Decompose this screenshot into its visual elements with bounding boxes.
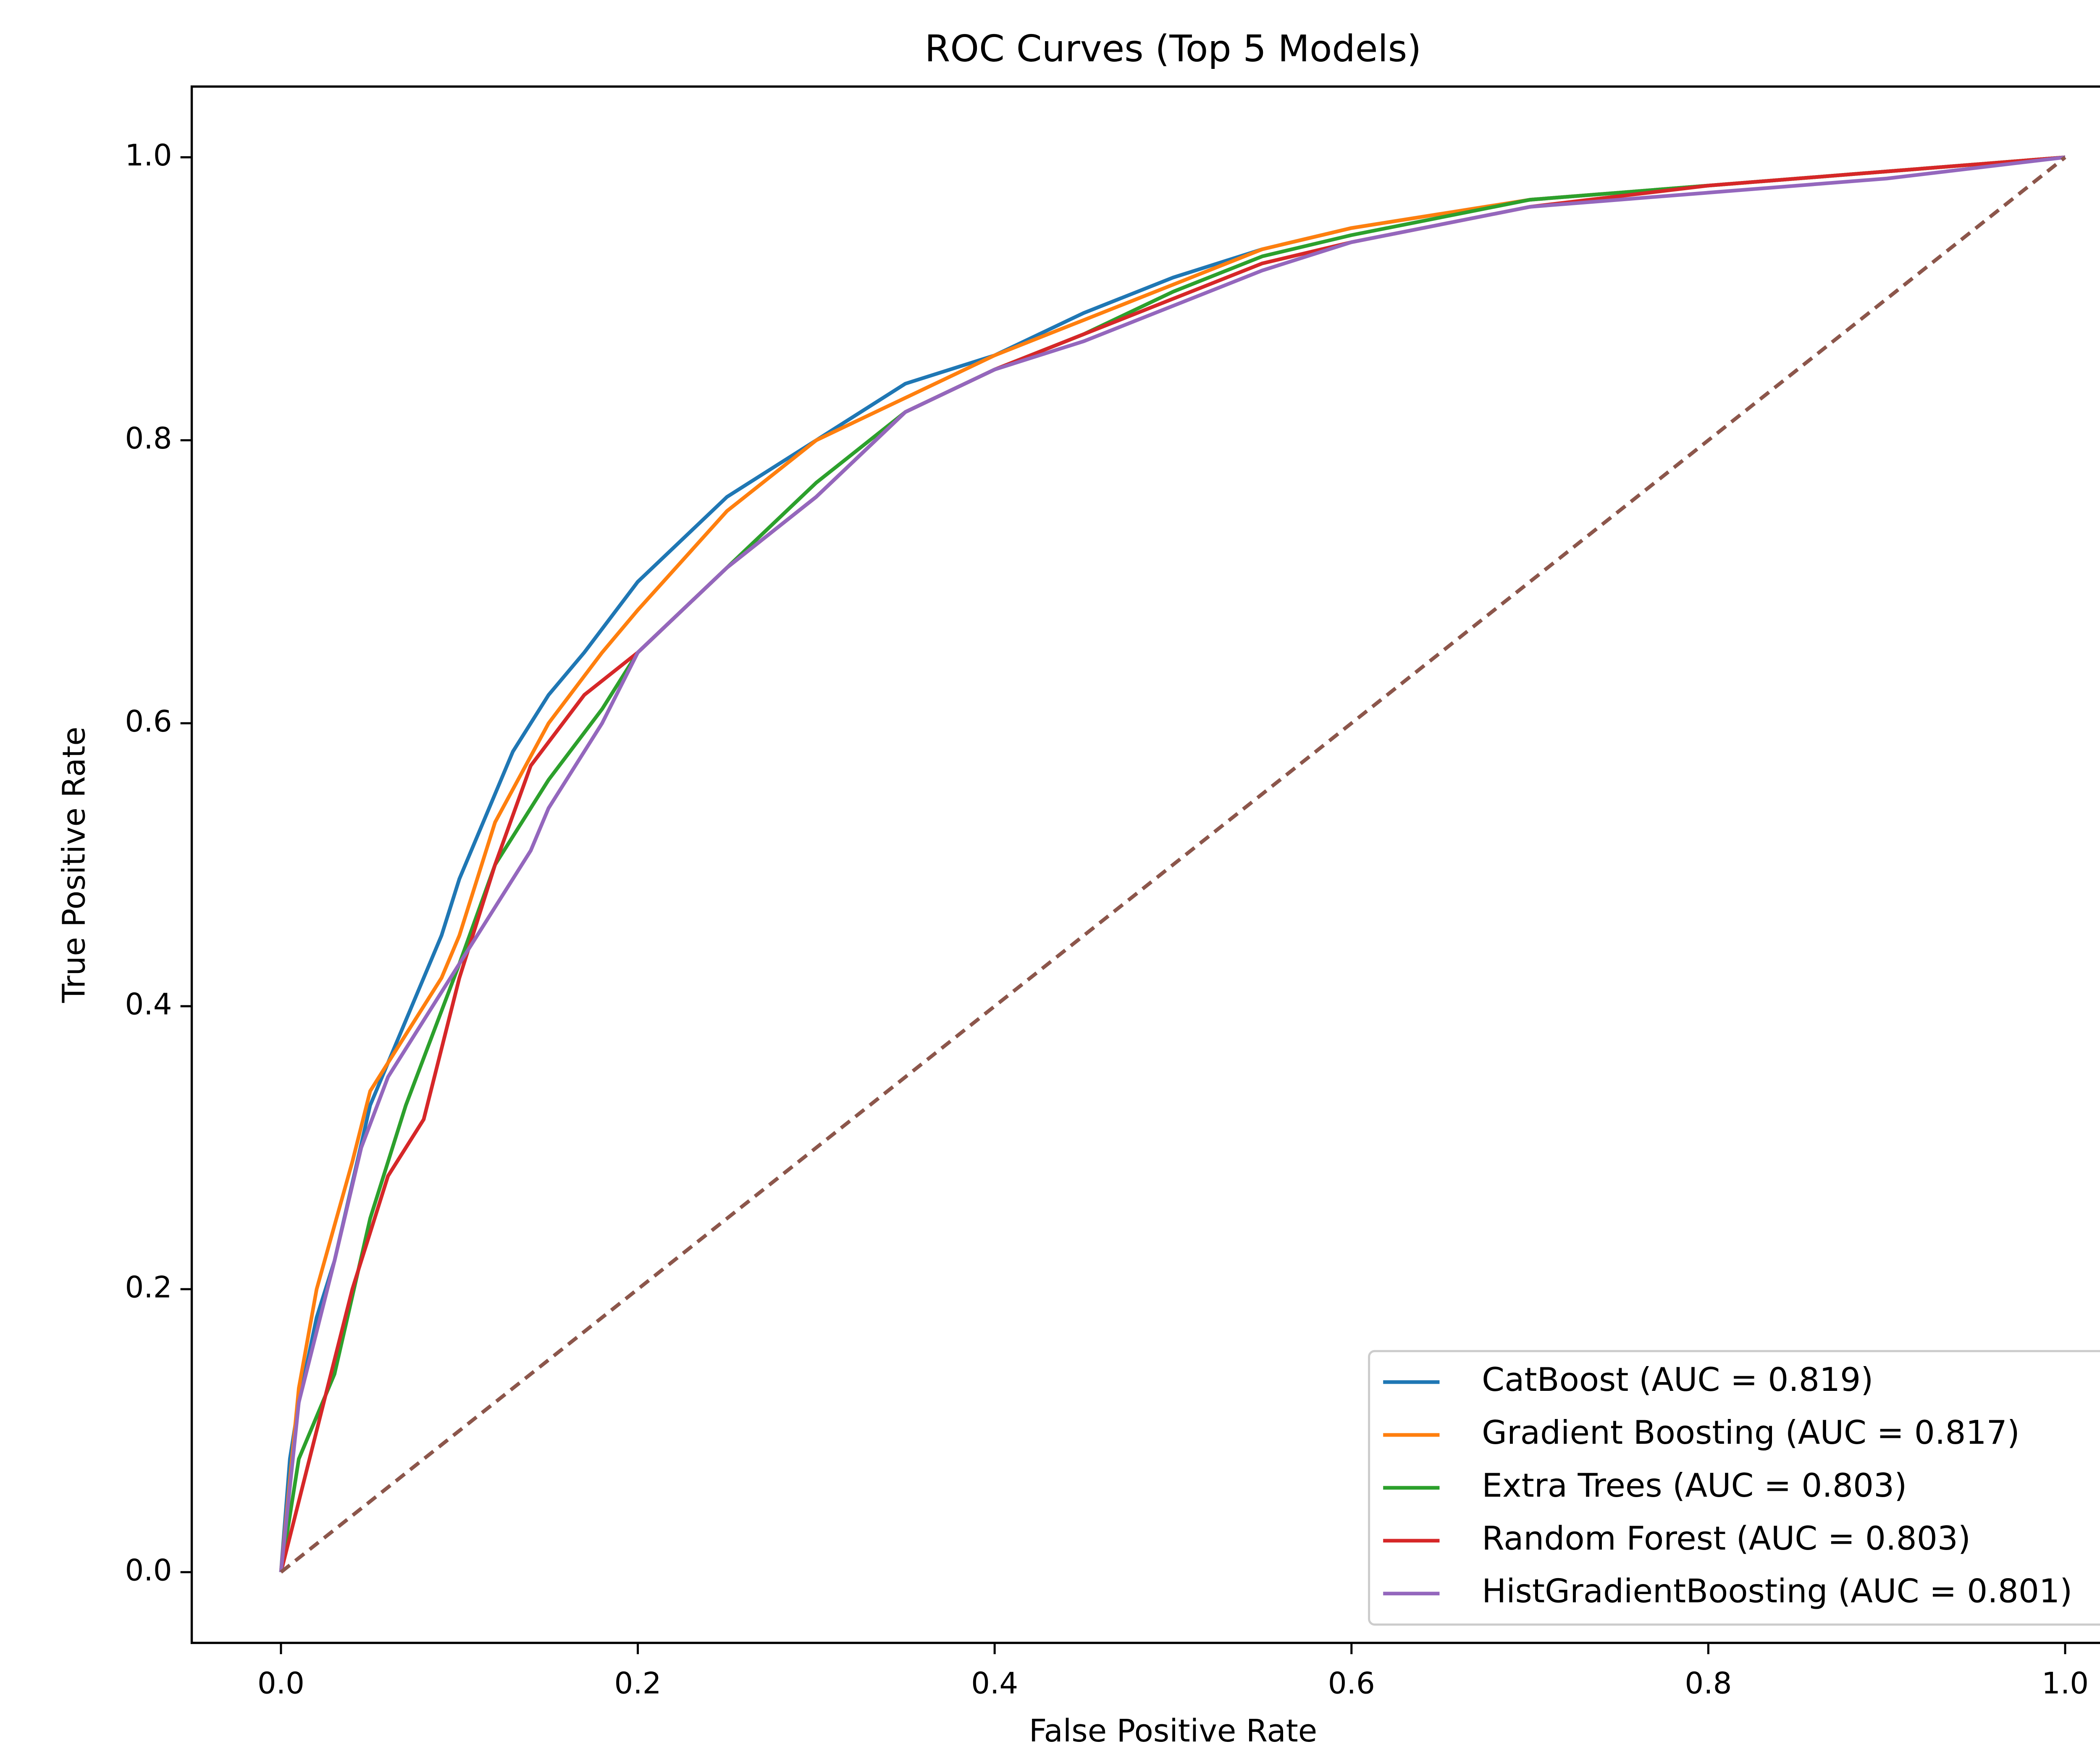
y-tick-label: 0.8	[125, 421, 172, 456]
roc-curve	[279, 155, 2066, 1573]
x-tick-label: 0.2	[614, 1666, 662, 1700]
reference-line	[280, 156, 2066, 1574]
y-tick-label: 0.6	[125, 704, 172, 739]
x-tick-label: 0.8	[1685, 1666, 1732, 1700]
y-tick-label: 0.0	[125, 1553, 172, 1587]
y-tick-label: 1.0	[125, 138, 172, 173]
legend-label: Extra Trees (AUC = 0.803)	[1482, 1467, 1907, 1505]
roc-curve	[279, 155, 2066, 1573]
x-tick-label: 0.0	[257, 1666, 304, 1700]
roc-curve	[279, 155, 2066, 1573]
y-axis-label: True Positive Rate	[56, 727, 92, 1003]
legend-label: Random Forest (AUC = 0.803)	[1482, 1520, 1971, 1558]
y-tick-label: 0.4	[125, 987, 172, 1022]
chart-title: ROC Curves (Top 5 Models)	[925, 27, 1421, 70]
legend-box	[1368, 1350, 2100, 1626]
legend-label: HistGradientBoosting (AUC = 0.801)	[1482, 1573, 2072, 1610]
x-tick-label: 0.6	[1328, 1666, 1375, 1700]
plot-frame	[190, 85, 2100, 1644]
y-tick-label: 0.2	[125, 1270, 172, 1304]
x-axis-label: False Positive Rate	[1029, 1713, 1317, 1749]
x-tick-label: 0.4	[971, 1666, 1018, 1700]
legend-label: Gradient Boosting (AUC = 0.817)	[1482, 1414, 2020, 1452]
legend-label: CatBoost (AUC = 0.819)	[1482, 1361, 1873, 1399]
x-tick-label: 1.0	[2042, 1666, 2089, 1700]
